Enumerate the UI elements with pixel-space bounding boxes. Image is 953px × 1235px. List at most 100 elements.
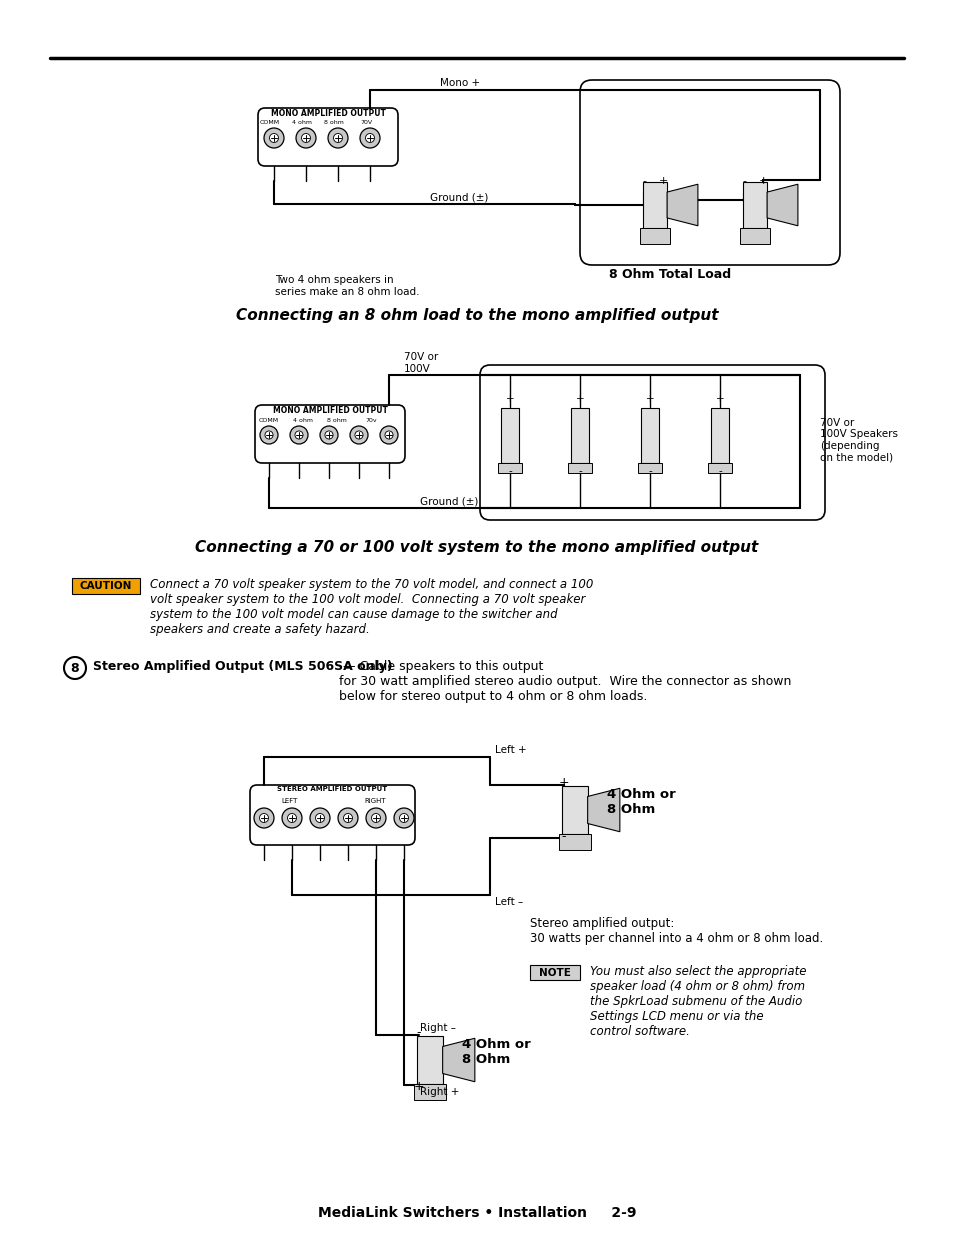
Text: 8 ohm: 8 ohm: [327, 417, 347, 424]
Text: Right +: Right +: [419, 1087, 459, 1097]
Text: 4 ohm: 4 ohm: [292, 120, 312, 125]
Text: +: +: [715, 394, 723, 404]
Circle shape: [260, 426, 277, 445]
Circle shape: [253, 808, 274, 827]
Circle shape: [355, 431, 363, 440]
Bar: [707, 462, 731, 473]
Circle shape: [295, 128, 315, 148]
Text: COMM: COMM: [259, 120, 280, 125]
Text: +: +: [575, 394, 583, 404]
Text: 70V or
100V: 70V or 100V: [403, 352, 437, 374]
Text: 70V: 70V: [359, 120, 372, 125]
Text: +: +: [645, 394, 654, 404]
Circle shape: [319, 426, 337, 445]
Circle shape: [282, 808, 302, 827]
Bar: [710, 408, 728, 462]
Text: Ground (±): Ground (±): [430, 191, 488, 203]
Text: — Cable speakers to this output
for 30 watt amplified stereo audio output.  Wire: — Cable speakers to this output for 30 w…: [338, 659, 791, 703]
Circle shape: [259, 814, 268, 823]
Text: 70v: 70v: [365, 417, 376, 424]
Bar: [416, 1036, 442, 1084]
FancyBboxPatch shape: [254, 405, 405, 463]
Bar: [742, 182, 766, 228]
Bar: [414, 1084, 446, 1100]
Text: MediaLink Switchers • Installation     2-9: MediaLink Switchers • Installation 2-9: [317, 1207, 636, 1220]
Text: MONO AMPLIFIED OUTPUT: MONO AMPLIFIED OUTPUT: [273, 406, 387, 415]
Bar: [567, 462, 592, 473]
Polygon shape: [666, 184, 698, 226]
Circle shape: [399, 814, 408, 823]
Text: +: +: [414, 1081, 424, 1093]
Text: You must also select the appropriate
speaker load (4 ohm or 8 ohm) from
the Spkr: You must also select the appropriate spe…: [589, 965, 805, 1037]
Circle shape: [337, 808, 357, 827]
Circle shape: [394, 808, 414, 827]
Text: -: -: [561, 830, 566, 844]
Circle shape: [287, 814, 296, 823]
Text: STEREO AMPLIFIED OUTPUT: STEREO AMPLIFIED OUTPUT: [277, 785, 387, 792]
Text: -: -: [416, 1026, 421, 1040]
Text: 8 Ohm Total Load: 8 Ohm Total Load: [608, 268, 730, 282]
Text: -: -: [641, 177, 645, 186]
Text: Connect a 70 volt speaker system to the 70 volt model, and connect a 100
volt sp: Connect a 70 volt speaker system to the …: [150, 578, 593, 636]
Bar: [638, 462, 661, 473]
Circle shape: [385, 431, 393, 440]
Bar: [642, 182, 666, 228]
Circle shape: [290, 426, 308, 445]
Text: -: -: [741, 177, 745, 186]
Text: 8: 8: [71, 662, 79, 674]
Text: -: -: [508, 466, 512, 475]
Circle shape: [334, 133, 342, 142]
Bar: [561, 785, 587, 834]
Text: 4 Ohm or
8 Ohm: 4 Ohm or 8 Ohm: [461, 1037, 530, 1066]
Circle shape: [343, 814, 352, 823]
Text: 4 Ohm or
8 Ohm: 4 Ohm or 8 Ohm: [606, 788, 675, 816]
Bar: [500, 408, 518, 462]
Text: Stereo amplified output:
30 watts per channel into a 4 ohm or 8 ohm load.: Stereo amplified output: 30 watts per ch…: [530, 918, 822, 945]
Circle shape: [366, 808, 386, 827]
FancyBboxPatch shape: [250, 785, 415, 845]
Circle shape: [310, 808, 330, 827]
Circle shape: [359, 128, 379, 148]
Text: CAUTION: CAUTION: [80, 580, 132, 592]
Circle shape: [379, 426, 397, 445]
Text: Left –: Left –: [495, 897, 522, 906]
Text: Right –: Right –: [419, 1023, 456, 1032]
Text: +: +: [505, 394, 514, 404]
Circle shape: [325, 431, 333, 440]
Circle shape: [371, 814, 380, 823]
Bar: [558, 834, 591, 850]
Circle shape: [294, 431, 303, 440]
Circle shape: [315, 814, 324, 823]
Text: Two 4 ohm speakers in
series make an 8 ohm load.: Two 4 ohm speakers in series make an 8 o…: [274, 275, 419, 296]
Text: COMM: COMM: [258, 417, 279, 424]
Text: +: +: [558, 777, 569, 789]
Circle shape: [64, 657, 86, 679]
Circle shape: [269, 133, 278, 142]
Bar: [639, 228, 670, 243]
Polygon shape: [442, 1039, 475, 1082]
Bar: [739, 228, 770, 243]
Text: -: -: [578, 466, 581, 475]
Text: 8 ohm: 8 ohm: [324, 120, 344, 125]
Bar: [640, 408, 659, 462]
Text: -: -: [718, 466, 721, 475]
Text: Ground (±): Ground (±): [419, 496, 477, 506]
Text: 4 ohm: 4 ohm: [293, 417, 313, 424]
Bar: [530, 965, 579, 981]
Text: RIGHT: RIGHT: [364, 798, 385, 804]
Text: +: +: [758, 177, 767, 186]
Text: MONO AMPLIFIED OUTPUT: MONO AMPLIFIED OUTPUT: [271, 109, 385, 119]
Text: 70V or
100V Speakers
(depending
on the model): 70V or 100V Speakers (depending on the m…: [820, 417, 897, 462]
Text: Connecting a 70 or 100 volt system to the mono amplified output: Connecting a 70 or 100 volt system to th…: [195, 540, 758, 555]
Circle shape: [301, 133, 310, 142]
Text: -: -: [647, 466, 651, 475]
Bar: [497, 462, 521, 473]
Polygon shape: [587, 788, 619, 831]
Circle shape: [365, 133, 375, 142]
Circle shape: [350, 426, 368, 445]
Text: NOTE: NOTE: [538, 967, 570, 977]
Text: Left +: Left +: [495, 745, 526, 755]
Text: Stereo Amplified Output (MLS 506SA only): Stereo Amplified Output (MLS 506SA only): [92, 659, 393, 673]
Polygon shape: [766, 184, 797, 226]
Circle shape: [328, 128, 348, 148]
